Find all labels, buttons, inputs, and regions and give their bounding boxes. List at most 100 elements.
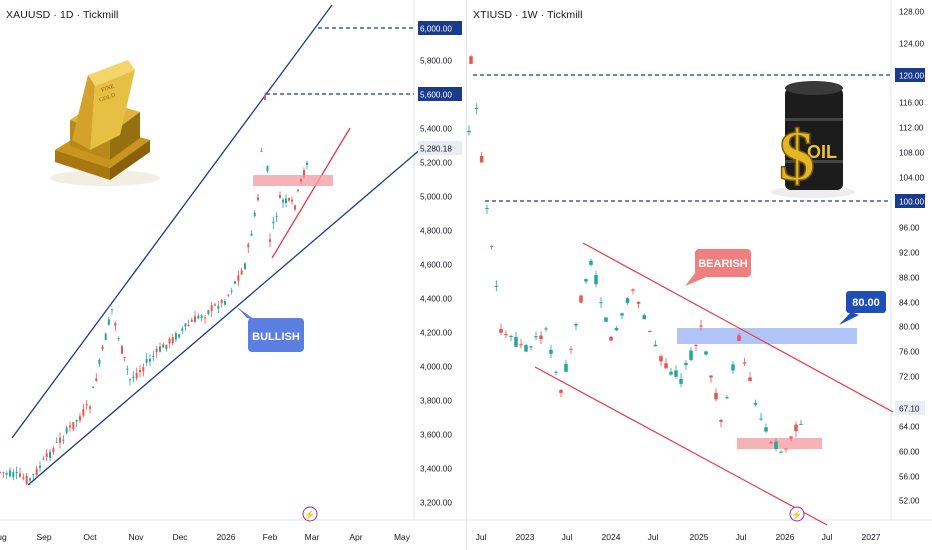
lightning-icon[interactable]: ⚡	[789, 506, 805, 522]
time-label: Jul	[562, 532, 573, 542]
candle-body	[269, 239, 271, 242]
current-price-tag	[418, 141, 462, 155]
candle-body	[92, 386, 95, 389]
candle-body	[659, 356, 663, 362]
current-price-tag	[895, 401, 925, 415]
candle-body	[121, 345, 123, 354]
gold-price-axis[interactable]: 6,000.00 5,800.00 5,600.00 5,400.00 5,280.18…	[418, 21, 462, 508]
price-label: 5,280.18	[420, 145, 452, 154]
candle-body	[184, 323, 187, 327]
candle-body	[489, 245, 494, 247]
candle-body	[69, 425, 71, 428]
candle-body	[5, 472, 8, 475]
candle-body	[29, 478, 31, 481]
candle-body	[55, 441, 58, 443]
oil-chart-canvas[interactable]: OIL $ BEARISH 80.00 ⚡ 128.001	[467, 0, 932, 550]
candle-body	[95, 378, 98, 382]
candle-body	[139, 369, 141, 373]
bullish-annotation: BULLISH	[237, 307, 304, 352]
candle-body	[197, 315, 200, 319]
candle-body	[759, 418, 763, 420]
candle-body	[279, 195, 281, 199]
price-label: 5,600.00	[420, 91, 452, 100]
candle-body	[85, 404, 88, 406]
candle-body	[107, 319, 110, 325]
candle-body	[306, 162, 308, 165]
candle-body	[149, 358, 151, 362]
candle-body	[135, 372, 138, 379]
price-label: 60.00	[899, 448, 920, 457]
candle-body	[474, 108, 479, 110]
candle-body	[32, 474, 35, 476]
gold-time-axis[interactable]: ug Sep Oct Nov Dec 2026 Feb Mar Apr May	[0, 532, 411, 542]
candle-body	[114, 322, 117, 326]
candle-body	[104, 333, 107, 341]
price-label: 128.00	[899, 8, 924, 17]
candle-body	[237, 275, 240, 281]
bearish-label: BEARISH	[698, 258, 748, 270]
candle-body	[620, 313, 624, 316]
candle-body	[2, 472, 5, 474]
price-label: 108.00	[899, 149, 924, 158]
price-label: 5,000.00	[420, 193, 452, 202]
candle-body	[524, 345, 528, 352]
price-label: 5,200.00	[420, 159, 452, 168]
gold-chart-canvas[interactable]: FINE GOLD BULLISH ⚡ 6,000.00 5,800.00 5,60…	[0, 0, 466, 550]
candle-body	[145, 359, 148, 363]
candle-body	[784, 448, 788, 450]
candle-body	[162, 344, 165, 348]
candle-body	[165, 344, 168, 350]
price-label: 3,200.00	[420, 499, 452, 508]
oil-chart-title: XTIUSD · 1W · Tickmill	[473, 9, 583, 21]
price-label: 52.00	[899, 497, 920, 506]
candle-body	[485, 207, 489, 209]
candle-body	[494, 285, 499, 287]
candle-body	[234, 281, 236, 284]
candle-body	[499, 328, 503, 333]
target-annotation: 80.00	[839, 291, 886, 325]
candle-body	[684, 362, 688, 365]
time-label: Jul	[648, 532, 659, 542]
gold-chart-pane[interactable]: FINE GOLD BULLISH ⚡ 6,000.00 5,800.00 5,60…	[0, 0, 466, 550]
candle-body	[178, 334, 181, 338]
candle-body	[22, 477, 25, 479]
candle-body	[98, 359, 101, 365]
candle-body	[65, 427, 68, 433]
time-label: Mar	[305, 532, 320, 542]
price-label: 92.00	[899, 249, 920, 258]
price-label: 100.00	[899, 198, 924, 207]
candle-body	[142, 367, 145, 372]
svg-text:OIL: OIL	[807, 142, 837, 162]
candle-body	[664, 363, 668, 369]
candle-body	[789, 436, 793, 439]
price-label: 96.00	[899, 224, 920, 233]
price-label: 124.00	[899, 40, 924, 49]
oil-price-axis[interactable]: 128.00 124.00 120.00 116.00 112.00 108.00 104.…	[895, 8, 925, 506]
price-label: 4,000.00	[420, 363, 452, 372]
candle-body	[469, 56, 473, 64]
gold-bars-icon: FINE GOLD	[50, 60, 160, 186]
candle-body	[549, 349, 553, 354]
candle-body	[294, 205, 296, 210]
candle-body	[230, 290, 233, 292]
oil-time-axis[interactable]: Jul 2023 Jul 2024 Jul 2025 Jul 2026 Jul 2027	[476, 532, 881, 542]
price-level-tag	[895, 194, 925, 208]
candle-body	[764, 427, 768, 432]
price-label: 4,200.00	[420, 329, 452, 338]
candle-body	[554, 371, 558, 373]
candle-body	[117, 338, 120, 340]
price-label: 116.00	[899, 99, 924, 108]
candle-body	[559, 389, 563, 393]
oil-chart-pane[interactable]: OIL $ BEARISH 80.00 ⚡ 128.00 1	[466, 0, 932, 550]
lightning-icon[interactable]: ⚡	[302, 506, 318, 522]
time-label: Jul	[476, 532, 487, 542]
candle-body	[79, 416, 81, 421]
candle-body	[604, 317, 608, 322]
candle-body	[49, 451, 51, 458]
candle-body	[282, 199, 284, 203]
time-label: May	[394, 532, 411, 542]
bearish-annotation: BEARISH	[685, 249, 751, 286]
time-label: Jul	[736, 532, 747, 542]
candle-body	[779, 451, 783, 453]
candle-body	[9, 470, 11, 477]
